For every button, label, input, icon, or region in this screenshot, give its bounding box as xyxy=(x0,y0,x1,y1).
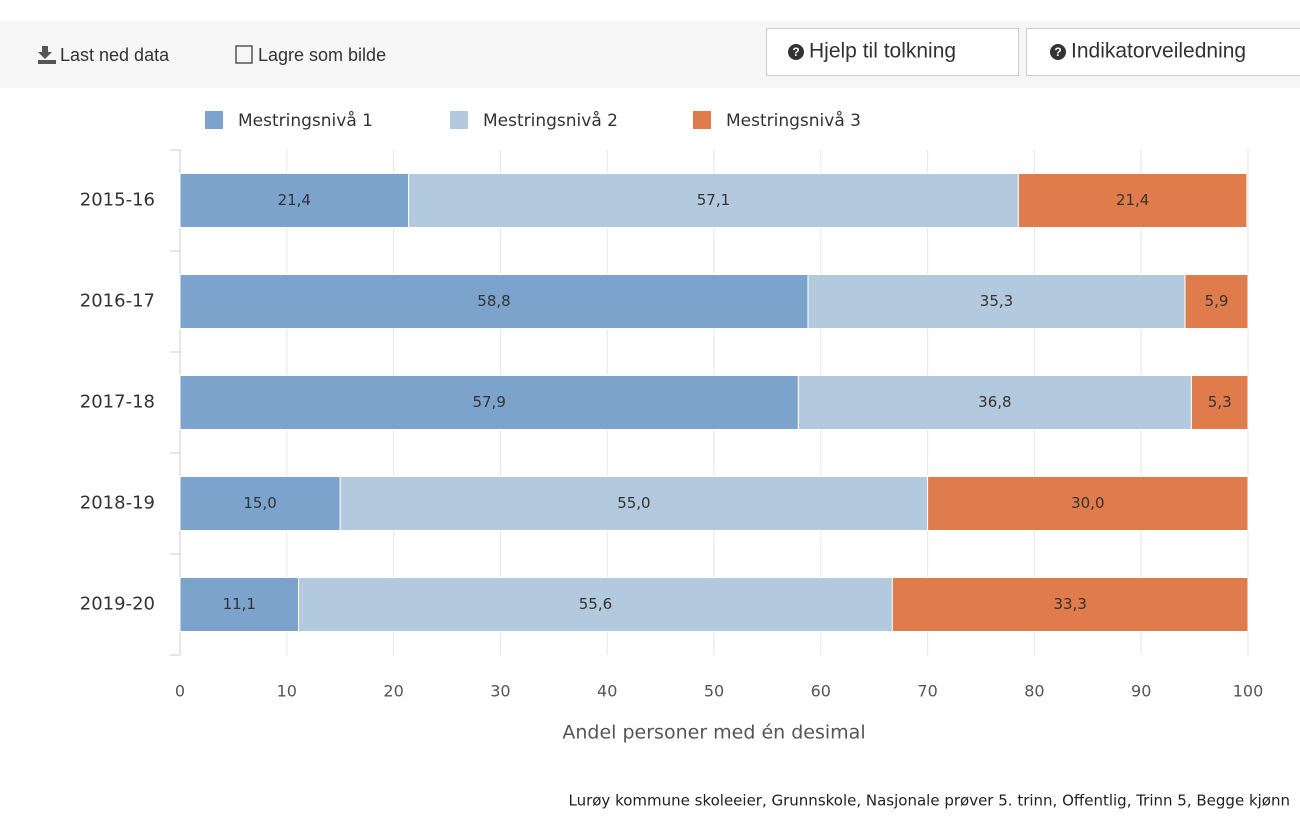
data-label: 5,9 xyxy=(1205,292,1229,310)
save-image-text: Lagre som bilde xyxy=(258,45,386,65)
data-label: 35,3 xyxy=(980,292,1013,310)
bar-segment xyxy=(298,577,893,632)
data-label: 57,1 xyxy=(697,191,730,209)
legend-label: Mestringsnivå 2 xyxy=(483,110,618,131)
bar-segment xyxy=(408,173,1019,228)
bar-segment xyxy=(927,476,1249,531)
image-icon xyxy=(235,45,253,64)
data-label: 58,8 xyxy=(477,292,510,310)
guide-button-box xyxy=(1026,28,1300,76)
guide-icon-mark: ? xyxy=(1054,45,1061,59)
help-text: Hjelp til tolkning xyxy=(809,40,956,63)
x-tick-label: 20 xyxy=(383,682,403,701)
data-label: 5,3 xyxy=(1208,393,1232,411)
data-label: 21,4 xyxy=(1116,191,1149,209)
x-tick-label: 70 xyxy=(917,682,937,701)
x-tick-label: 100 xyxy=(1233,682,1264,701)
y-tick-label: 2019-20 xyxy=(80,594,155,615)
data-label: 15,0 xyxy=(243,494,276,512)
data-label: 55,0 xyxy=(617,494,650,512)
help-icon xyxy=(788,44,804,60)
legend-swatch xyxy=(205,111,223,129)
data-label: 30,0 xyxy=(1071,494,1104,512)
guide-icon xyxy=(1050,44,1066,60)
x-tick-label: 10 xyxy=(277,682,297,701)
data-label: 57,9 xyxy=(472,393,505,411)
download-text: Last ned data xyxy=(60,45,170,65)
x-tick-label: 90 xyxy=(1131,682,1151,701)
data-label: 33,3 xyxy=(1053,595,1086,613)
bar-segment xyxy=(1184,274,1249,329)
x-tick-label: 50 xyxy=(704,682,724,701)
help-icon-mark: ? xyxy=(792,45,799,59)
legend-label: Mestringsnivå 1 xyxy=(238,110,373,131)
x-tick-label: 80 xyxy=(1024,682,1044,701)
data-label: 11,1 xyxy=(223,595,256,613)
help-button[interactable]: ? Hjelp til tolkning xyxy=(766,28,1019,76)
x-tick-label: 0 xyxy=(175,682,185,701)
data-label: 36,8 xyxy=(978,393,1011,411)
y-tick-label: 2018-19 xyxy=(80,493,155,514)
x-tick-label: 30 xyxy=(490,682,510,701)
bar-segment xyxy=(891,577,1249,632)
bar-segment xyxy=(179,274,809,329)
x-tick-label: 60 xyxy=(811,682,831,701)
x-tick-label: 40 xyxy=(597,682,617,701)
data-label: 21,4 xyxy=(278,191,311,209)
legend-label: Mestringsnivå 3 xyxy=(726,110,861,131)
bar-segment xyxy=(1190,375,1249,430)
guide-text: Indikatorveiledning xyxy=(1071,40,1246,63)
data-label: 55,6 xyxy=(579,595,612,613)
bar-segment xyxy=(179,173,410,228)
x-axis-title: Andel personer med én desimal xyxy=(562,722,865,744)
legend-swatch xyxy=(693,111,711,129)
legend-swatch xyxy=(450,111,468,129)
bar-segment xyxy=(339,476,929,531)
bar-segment xyxy=(1017,173,1248,228)
footnote: Lurøy kommune skoleeier, Grunnskole, Nas… xyxy=(568,792,1290,810)
y-tick-label: 2016-17 xyxy=(80,291,155,312)
y-tick-label: 2017-18 xyxy=(80,392,155,413)
bar-segment xyxy=(807,274,1186,329)
bar-segment xyxy=(179,476,341,531)
save-image-link[interactable]: Lagre som bilde xyxy=(235,45,386,65)
y-tick-label: 2015-16 xyxy=(80,190,155,211)
guide-button[interactable]: ? Indikatorveiledning xyxy=(1026,28,1300,76)
download-icon xyxy=(38,46,56,64)
help-button-box xyxy=(766,28,1019,76)
download-link[interactable]: Last ned data xyxy=(38,45,170,65)
bar-segment xyxy=(179,375,799,430)
